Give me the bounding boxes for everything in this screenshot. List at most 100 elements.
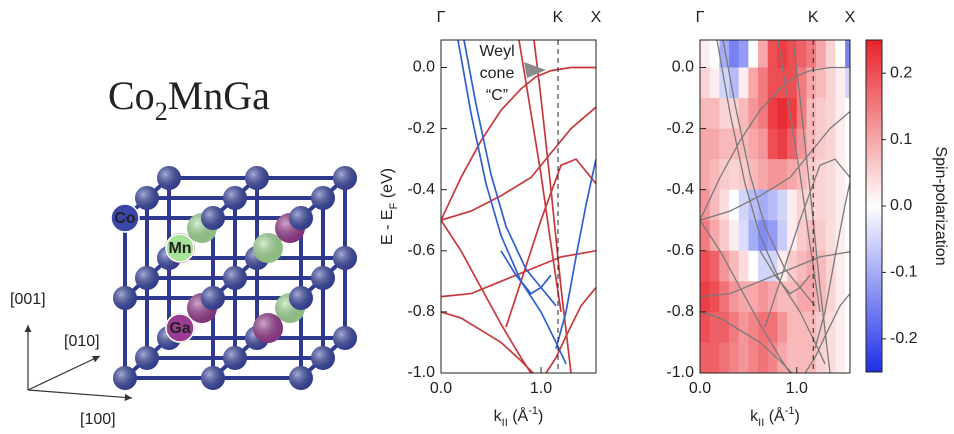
heatmap-cell [719, 159, 730, 191]
heatmap-cell [777, 159, 788, 191]
heatmap-cell [777, 128, 788, 160]
heatmap-cell [758, 189, 769, 221]
y-tick-label: -1.0 [407, 364, 435, 381]
heatmap-cell [709, 98, 720, 130]
band-line [555, 158, 596, 349]
heatmap-cell [816, 40, 827, 68]
heatmap-cell [787, 281, 798, 313]
heatmap-cell [748, 342, 759, 373]
symmetry-point-label: K [553, 9, 564, 26]
symmetry-point-label: Γ [437, 9, 446, 26]
formula: Co2MnGa [108, 73, 270, 126]
heatmap-cell [700, 342, 711, 373]
atom-shade [223, 266, 247, 290]
heatmap-cell [758, 250, 769, 282]
heatmap-cell [777, 250, 788, 282]
heatmap-cell [825, 250, 836, 282]
heatmap-cell [729, 342, 740, 373]
heatmap-cell [748, 40, 759, 68]
x-tick-label: 1.0 [786, 380, 808, 397]
heatmap-cell [758, 220, 769, 252]
heatmap-cell [777, 40, 788, 68]
heatmap-cell [758, 281, 769, 313]
heatmap-cell [729, 159, 740, 191]
heatmap-cell [767, 281, 778, 313]
x-axis-label-part: II [758, 417, 764, 429]
atom-shade [135, 346, 159, 370]
heatmap-cell [806, 98, 817, 130]
heatmap-cell [709, 311, 720, 343]
heatmap-cell [719, 311, 730, 343]
symmetry-point-label: K [808, 9, 819, 26]
heatmap-cell [825, 40, 836, 68]
formula-part: 2 [155, 97, 168, 126]
heatmap-cell [758, 67, 769, 99]
heatmap-cell [835, 159, 846, 191]
heatmap-cell [738, 220, 749, 252]
atom-shade [333, 166, 357, 190]
heatmap-cell [845, 250, 850, 282]
heatmap-cell [738, 98, 749, 130]
band-line [457, 40, 567, 365]
colorbar-tick-label: 0.0 [890, 197, 912, 214]
atom-shade [333, 246, 357, 270]
heatmap-plot [700, 40, 850, 373]
heatmap-cell [709, 159, 720, 191]
heatmap-cell [835, 128, 846, 160]
symmetry-point-label: X [845, 9, 856, 26]
heatmap-cell [825, 67, 836, 99]
heatmap-cell [806, 220, 817, 252]
atom-shade [289, 366, 313, 390]
heatmap-cell [777, 281, 788, 313]
overlay-band-line [759, 250, 811, 295]
heatmap-cell [835, 342, 846, 373]
heatmap-cell [825, 342, 836, 373]
heatmap-cell [845, 189, 850, 221]
heatmap-cell [748, 67, 759, 99]
y-tick-label: -1.0 [666, 364, 694, 381]
heatmap-cell [806, 311, 817, 343]
overlay-band-line [804, 292, 850, 373]
atom-shade [253, 313, 283, 343]
atom-shade [311, 266, 335, 290]
y-axis-label: E - EF (eV) [379, 168, 400, 245]
x-axis-label-part: ) [795, 408, 800, 425]
axis-label: [010] [64, 333, 100, 350]
annotation: Weyl [479, 43, 514, 60]
heatmap-cell [835, 67, 846, 99]
axis-label: [100] [80, 411, 116, 428]
heatmap-cell [806, 128, 817, 160]
heatmap-cell [719, 250, 730, 282]
heatmap-cell [767, 67, 778, 99]
heatmap-cell [787, 128, 798, 160]
heatmap-cell [777, 342, 788, 373]
heatmap-cell [709, 128, 720, 160]
heatmap-cell [700, 220, 711, 252]
overlay-band-line [700, 311, 793, 373]
heatmap-cell [806, 159, 817, 191]
heatmap-cell [709, 67, 720, 99]
heatmap-cell [767, 98, 778, 130]
band-line [441, 219, 532, 373]
heatmap-cell [796, 342, 807, 373]
overlay-band-line [700, 219, 791, 373]
heatmap-cell [816, 189, 827, 221]
atom-label: Ga [169, 320, 190, 337]
atom-shade [113, 366, 137, 390]
heatmap-cell [796, 128, 807, 160]
heatmap-cell [729, 220, 740, 252]
heatmap-cell [845, 220, 850, 252]
heatmap-cell [777, 311, 788, 343]
y-tick-label: -0.2 [666, 120, 694, 137]
y-tick-label: -0.8 [666, 303, 694, 320]
atom-shade [253, 233, 283, 263]
band-line [441, 311, 534, 373]
heatmap-cell [738, 250, 749, 282]
overlay-band-line [764, 158, 850, 328]
heatmap-cell [748, 128, 759, 160]
heatmap-cell [738, 67, 749, 99]
y-tick-label: -0.8 [407, 303, 435, 320]
y-tick-label: 0.0 [413, 59, 435, 76]
heatmap-cell [825, 98, 836, 130]
